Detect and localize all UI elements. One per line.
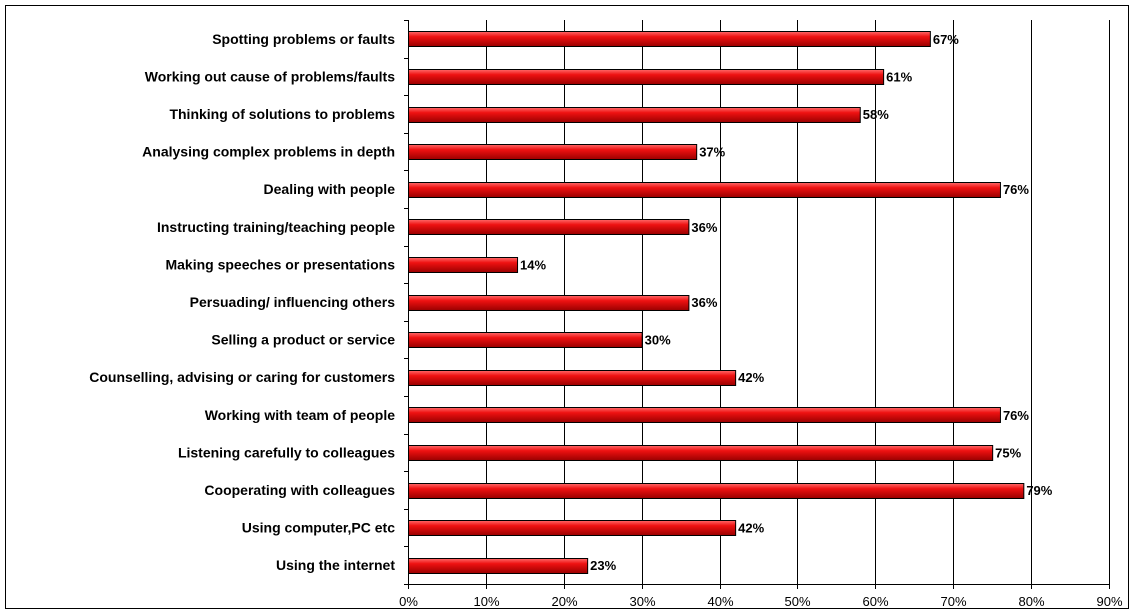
data-label: 42%: [738, 521, 764, 536]
data-label: 79%: [1026, 483, 1052, 498]
category-label: Using computer,PC etc: [242, 520, 395, 536]
bar: [408, 295, 690, 311]
bars: [408, 31, 1025, 574]
data-label: 30%: [645, 333, 671, 348]
x-tick-labels: 0% 10% 20% 30% 40% 50% 60% 70% 80% 90%: [399, 594, 1123, 609]
category-label: Spotting problems or faults: [212, 31, 395, 47]
x-tick-label: 60%: [862, 594, 888, 609]
data-label: 14%: [520, 257, 546, 272]
category-label: Working out cause of problems/faults: [145, 68, 395, 84]
data-label: 76%: [1003, 408, 1029, 423]
data-label: 76%: [1003, 182, 1029, 197]
bar: [408, 31, 931, 47]
category-label: Instructing training/teaching people: [157, 219, 395, 235]
bar: [408, 445, 994, 461]
bar: [408, 182, 1001, 198]
category-label: Analysing complex problems in depth: [142, 144, 395, 160]
bar: [408, 144, 698, 160]
axes: [404, 20, 1110, 589]
data-label: 36%: [691, 220, 717, 235]
x-tick-label: 90%: [1096, 594, 1122, 609]
x-tick-label: 80%: [1018, 594, 1044, 609]
bar: [408, 332, 643, 348]
x-tick-label: 20%: [551, 594, 577, 609]
data-label: 67%: [933, 32, 959, 47]
x-tick-label: 0%: [399, 594, 418, 609]
data-label: 58%: [863, 107, 889, 122]
category-label: Using the internet: [276, 557, 395, 573]
data-label: 61%: [886, 69, 912, 84]
x-tick-label: 40%: [707, 594, 733, 609]
x-tick-label: 30%: [629, 594, 655, 609]
bar: [408, 370, 737, 386]
category-label: Working with team of people: [205, 407, 396, 423]
bar: [408, 407, 1001, 423]
data-label: 37%: [699, 145, 725, 160]
bar: [408, 107, 861, 123]
bar: [408, 257, 519, 273]
category-labels: Spotting problems or faults Working out c…: [89, 31, 395, 573]
category-label: Selling a product or service: [211, 332, 395, 348]
bar: [408, 483, 1025, 499]
bar: [408, 69, 885, 85]
category-label: Counselling, advising or caring for cust…: [89, 369, 395, 385]
x-tick-label: 10%: [473, 594, 499, 609]
data-label: 42%: [738, 370, 764, 385]
bar: [408, 520, 737, 536]
data-label: 75%: [995, 445, 1021, 460]
category-label: Listening carefully to colleagues: [178, 444, 395, 460]
data-label: 36%: [691, 295, 717, 310]
category-label: Thinking of solutions to problems: [169, 106, 395, 122]
category-label: Making speeches or presentations: [165, 256, 395, 272]
x-tick-label: 70%: [940, 594, 966, 609]
value-labels: 67% 61% 58% 37% 76% 36% 14% 36% 30% 42% 76% 75% 79% 4…: [520, 32, 1053, 573]
data-label: 23%: [590, 558, 616, 573]
bar: [408, 219, 690, 235]
category-label: Persuading/ influencing others: [190, 294, 396, 310]
category-label: Cooperating with colleagues: [204, 482, 395, 498]
category-label: Dealing with people: [264, 181, 396, 197]
x-tick-label: 50%: [784, 594, 810, 609]
bar: [408, 558, 589, 574]
